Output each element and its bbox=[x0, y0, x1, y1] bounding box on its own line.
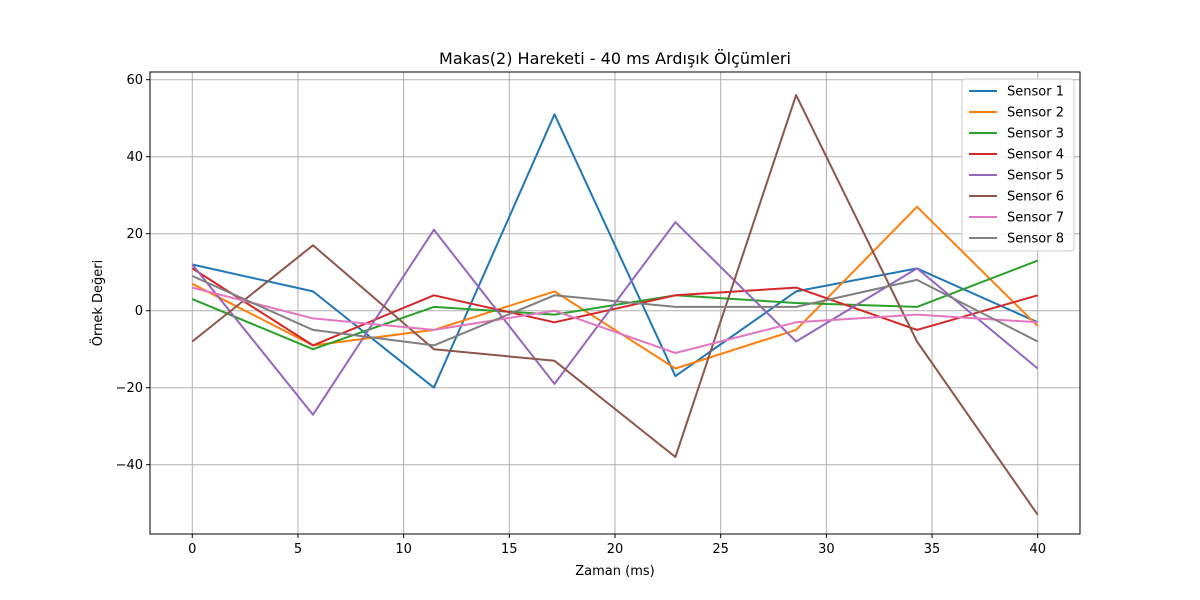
legend-entry: Sensor 5 bbox=[1007, 169, 1064, 184]
legend-entry: Sensor 7 bbox=[1007, 211, 1064, 226]
series-line-sensor-8 bbox=[191, 275, 1039, 347]
legend-box bbox=[961, 78, 1075, 252]
x-tick-label: 15 bbox=[501, 542, 518, 557]
y-tick-label: −40 bbox=[116, 458, 143, 473]
y-tick-label: −20 bbox=[116, 381, 143, 396]
x-tick-label: 5 bbox=[294, 542, 302, 557]
legend-entry: Sensor 4 bbox=[1007, 148, 1064, 163]
x-tick-label: 20 bbox=[607, 542, 624, 557]
x-tick-label: 10 bbox=[395, 542, 412, 557]
legend-entry: Sensor 2 bbox=[1007, 106, 1064, 121]
x-tick-label: 0 bbox=[188, 542, 196, 557]
y-axis-label: Örnek Değeri bbox=[89, 260, 106, 346]
y-tick-label: 20 bbox=[126, 227, 143, 242]
series-line-sensor-5 bbox=[191, 221, 1039, 416]
series-line-sensor-3 bbox=[191, 259, 1039, 351]
legend-entry: Sensor 8 bbox=[1007, 232, 1064, 247]
x-tick-label: 30 bbox=[818, 542, 835, 557]
series-line-sensor-6 bbox=[191, 94, 1039, 516]
legend-entry: Sensor 3 bbox=[1007, 127, 1064, 142]
x-tick-label: 35 bbox=[924, 542, 941, 557]
y-tick-label: 0 bbox=[135, 304, 143, 319]
y-axis-ticks: −40 −20 0 20 40 60 bbox=[116, 73, 150, 473]
chart-title: Makas(2) Hareketi - 40 ms Ardışık Ölçüml… bbox=[439, 49, 791, 68]
legend-entry: Sensor 1 bbox=[1007, 85, 1064, 100]
y-tick-label: 60 bbox=[126, 73, 143, 88]
x-axis-label: Zaman (ms) bbox=[575, 564, 654, 579]
series-line-sensor-4 bbox=[191, 267, 1038, 347]
series-line-sensor-7 bbox=[192, 286, 1038, 354]
legend: Sensor 1 Sensor 2 Sensor 3 Sensor 4 Sensor 5… bbox=[961, 78, 1075, 252]
y-tick-label: 40 bbox=[126, 150, 143, 165]
series-line-sensor-1 bbox=[192, 113, 1039, 389]
x-tick-label: 40 bbox=[1029, 542, 1046, 557]
grid-lines bbox=[150, 72, 1080, 534]
legend-entry: Sensor 6 bbox=[1007, 190, 1064, 205]
x-axis-ticks: 0 5 10 15 20 25 30 35 40 bbox=[188, 534, 1046, 557]
x-tick-label: 25 bbox=[712, 542, 729, 557]
series-lines bbox=[191, 94, 1039, 516]
